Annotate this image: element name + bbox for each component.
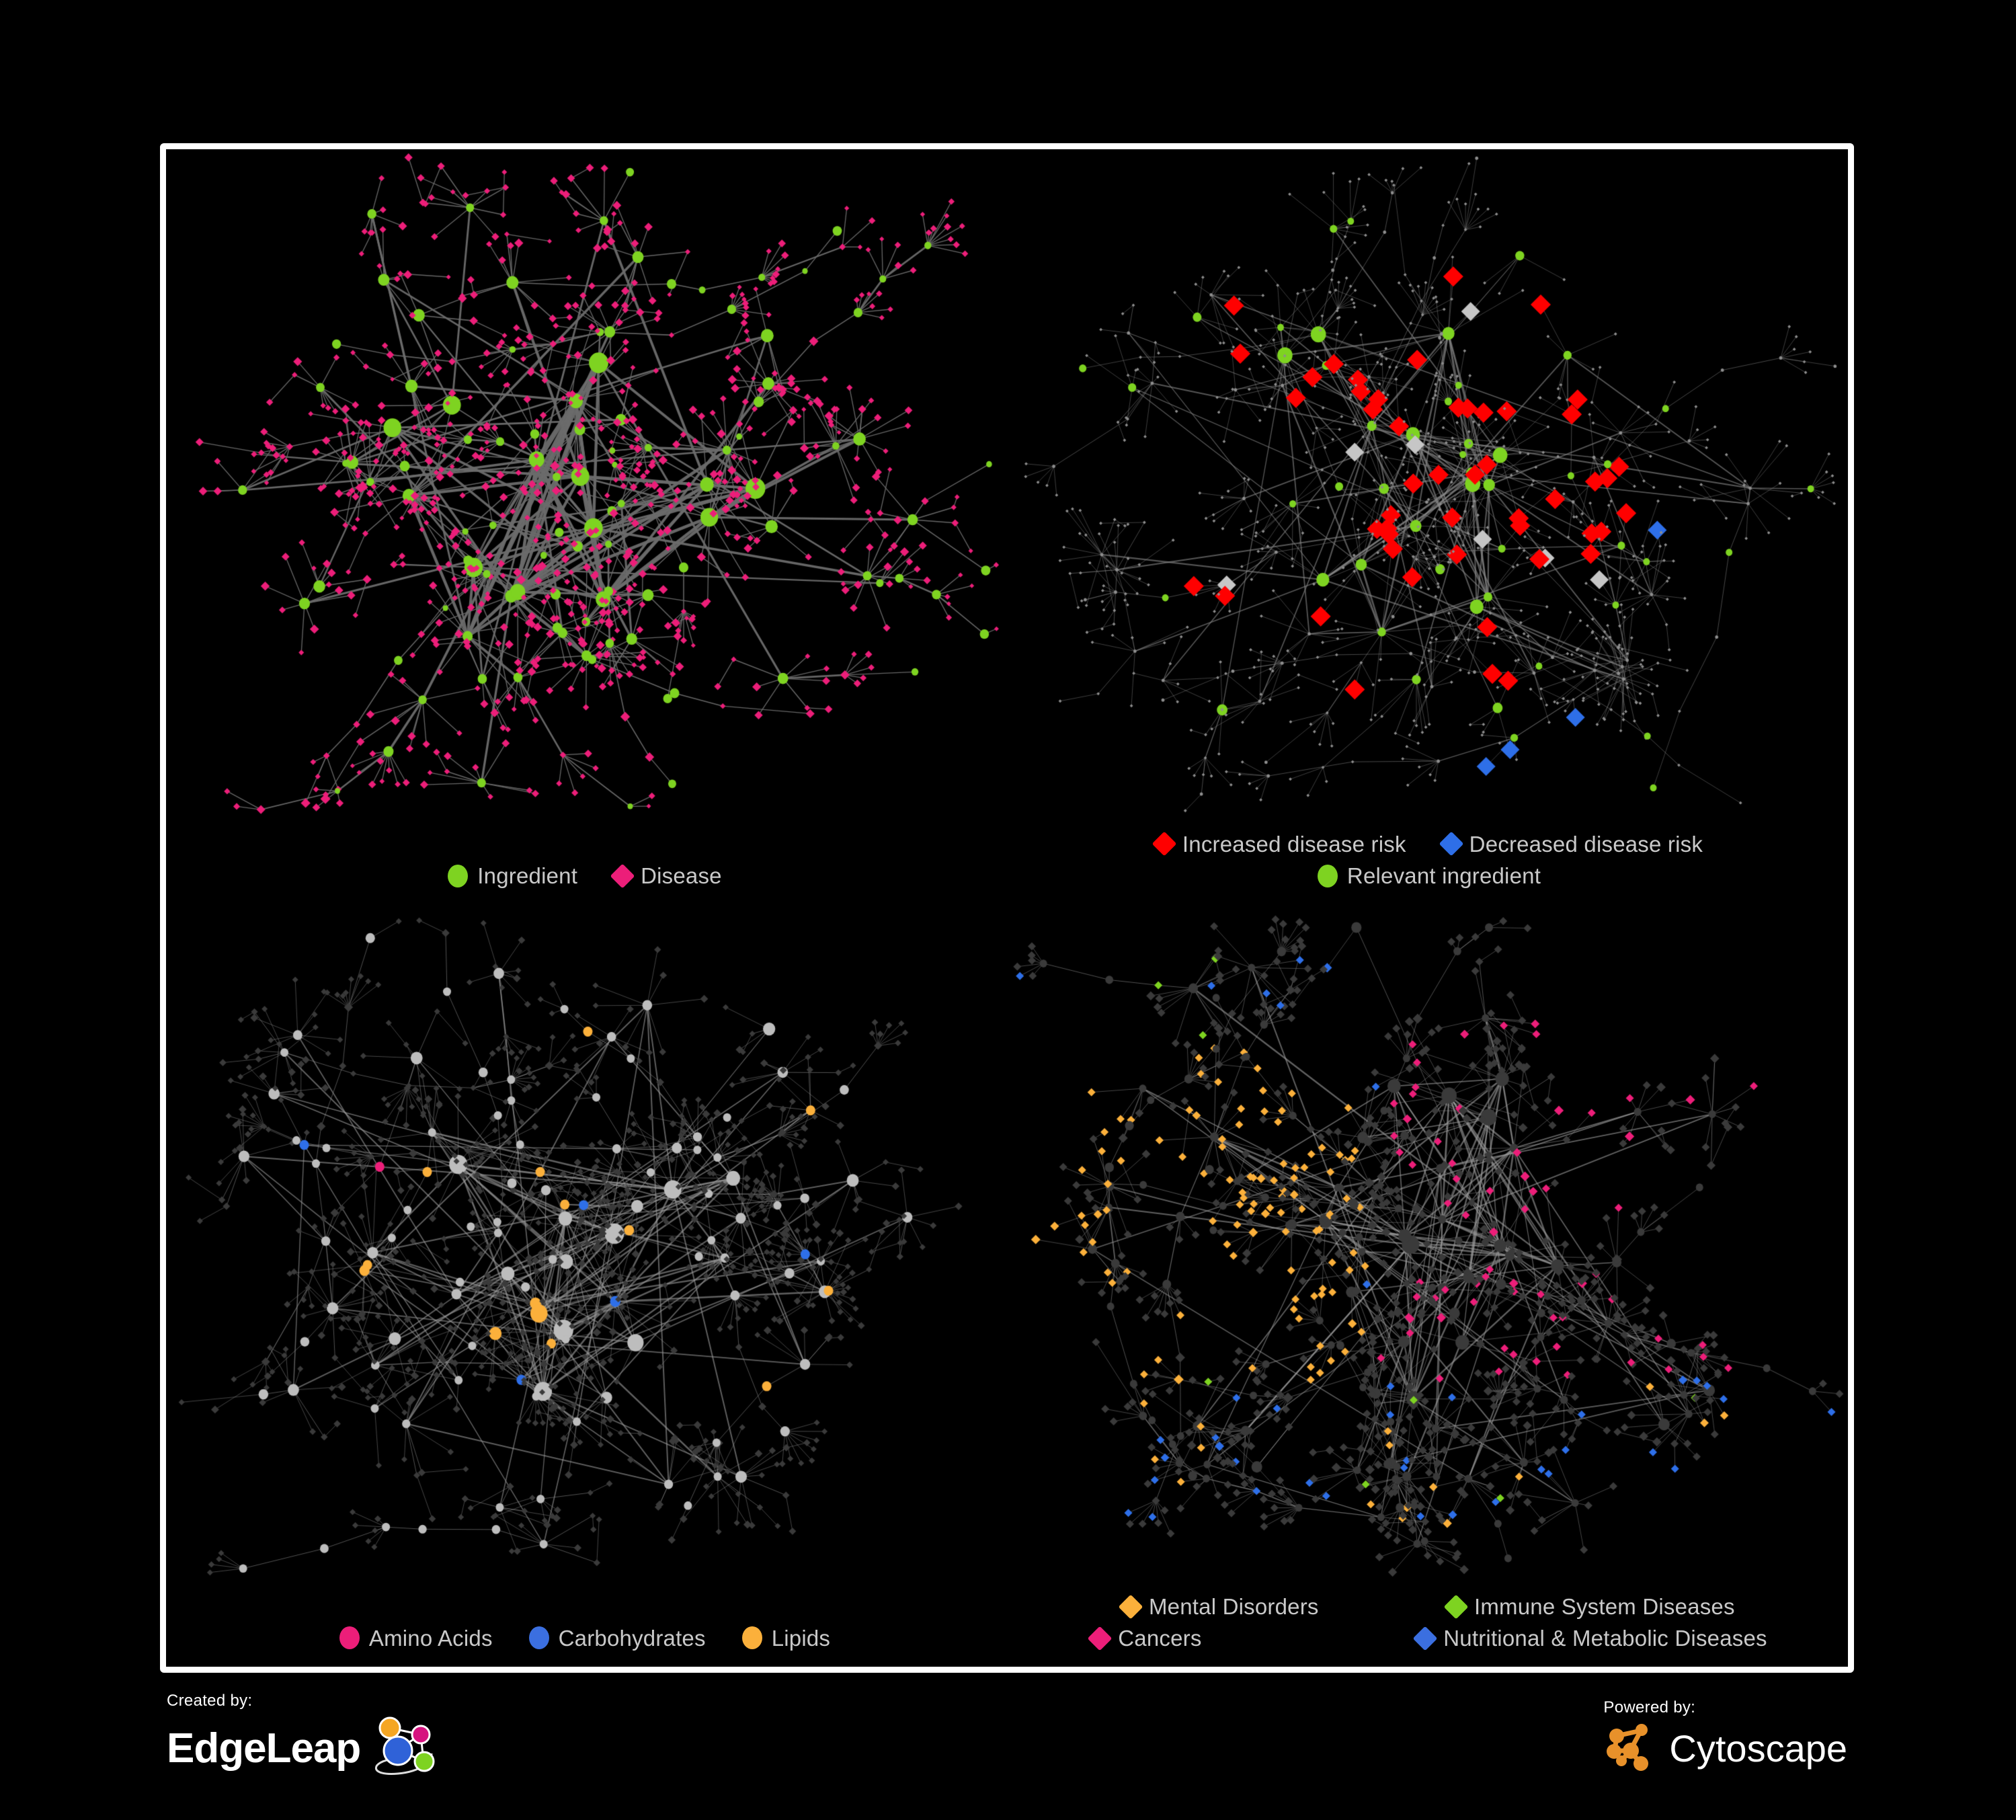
panel-ingredient-disease: Ingredient Disease: [166, 149, 1004, 905]
cytoscape-logo: Powered by:: [1603, 1698, 1847, 1776]
powered-by-caption: Powered by:: [1603, 1698, 1696, 1716]
cytoscape-wordmark: Cytoscape: [1669, 1727, 1847, 1770]
panel-disease-risk: Increased disease risk Decreased disease …: [1010, 149, 1848, 905]
edgeleap-logo: Created by: EdgeLeap: [167, 1692, 441, 1782]
panel-disease-class: Mental Disorders Immune System Diseases Ca…: [1010, 911, 1848, 1667]
network-canvas-disease-risk: [1010, 149, 1848, 905]
panel-nutrient-class: Amino Acids Carbohydrates Lipids: [166, 911, 1004, 1667]
network-canvas-disease-class: [1010, 911, 1848, 1667]
edgeleap-wordmark: EdgeLeap: [167, 1725, 361, 1772]
edgeleap-network-icon: [367, 1714, 441, 1782]
network-canvas-nutrient-class: [166, 911, 1004, 1667]
figure-footer: Created by: EdgeLeap: [160, 1678, 1854, 1813]
network-canvas-ingredient-disease: [166, 149, 1004, 905]
figure-frame: Ingredient Disease Increased disease risk…: [160, 143, 1854, 1673]
cytoscape-network-icon: [1603, 1721, 1662, 1776]
created-by-caption: Created by:: [167, 1692, 253, 1710]
